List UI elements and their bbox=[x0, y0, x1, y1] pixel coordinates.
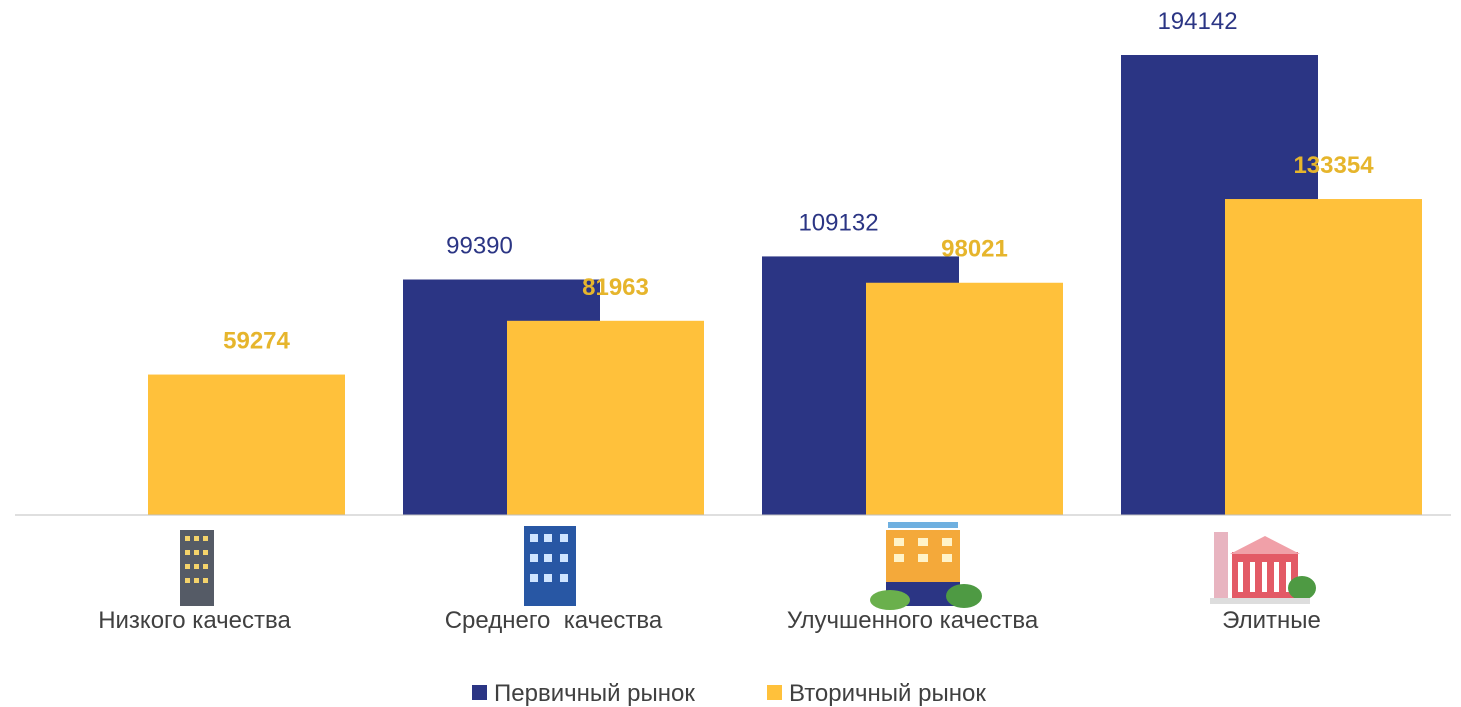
bar bbox=[866, 282, 1063, 515]
legend-label: Вторичный рынок bbox=[789, 680, 986, 707]
value-label: 194142 bbox=[1157, 8, 1237, 35]
bar bbox=[148, 374, 345, 515]
legend-swatch bbox=[472, 685, 487, 700]
icon-elite bbox=[1210, 532, 1316, 604]
x-tick-label: Низкого качества bbox=[98, 607, 291, 634]
x-tick-label: Элитные bbox=[1222, 607, 1321, 634]
x-tick-label: Среднего качества bbox=[445, 607, 663, 634]
icon-medium bbox=[524, 526, 576, 606]
value-label: 99390 bbox=[446, 233, 513, 260]
bar bbox=[507, 320, 704, 515]
x-tick-label: Улучшенного качества bbox=[787, 607, 1039, 634]
icon-low bbox=[180, 530, 214, 606]
value-label: 133354 bbox=[1293, 152, 1374, 179]
bar bbox=[1225, 199, 1422, 515]
legend-label: Первичный рынок bbox=[494, 680, 695, 707]
legend-swatch bbox=[767, 685, 782, 700]
icon-improved bbox=[870, 522, 982, 610]
value-label: 109132 bbox=[798, 209, 878, 236]
value-label: 98021 bbox=[941, 236, 1008, 263]
value-label: 81963 bbox=[582, 274, 649, 301]
value-label: 59274 bbox=[223, 328, 290, 355]
